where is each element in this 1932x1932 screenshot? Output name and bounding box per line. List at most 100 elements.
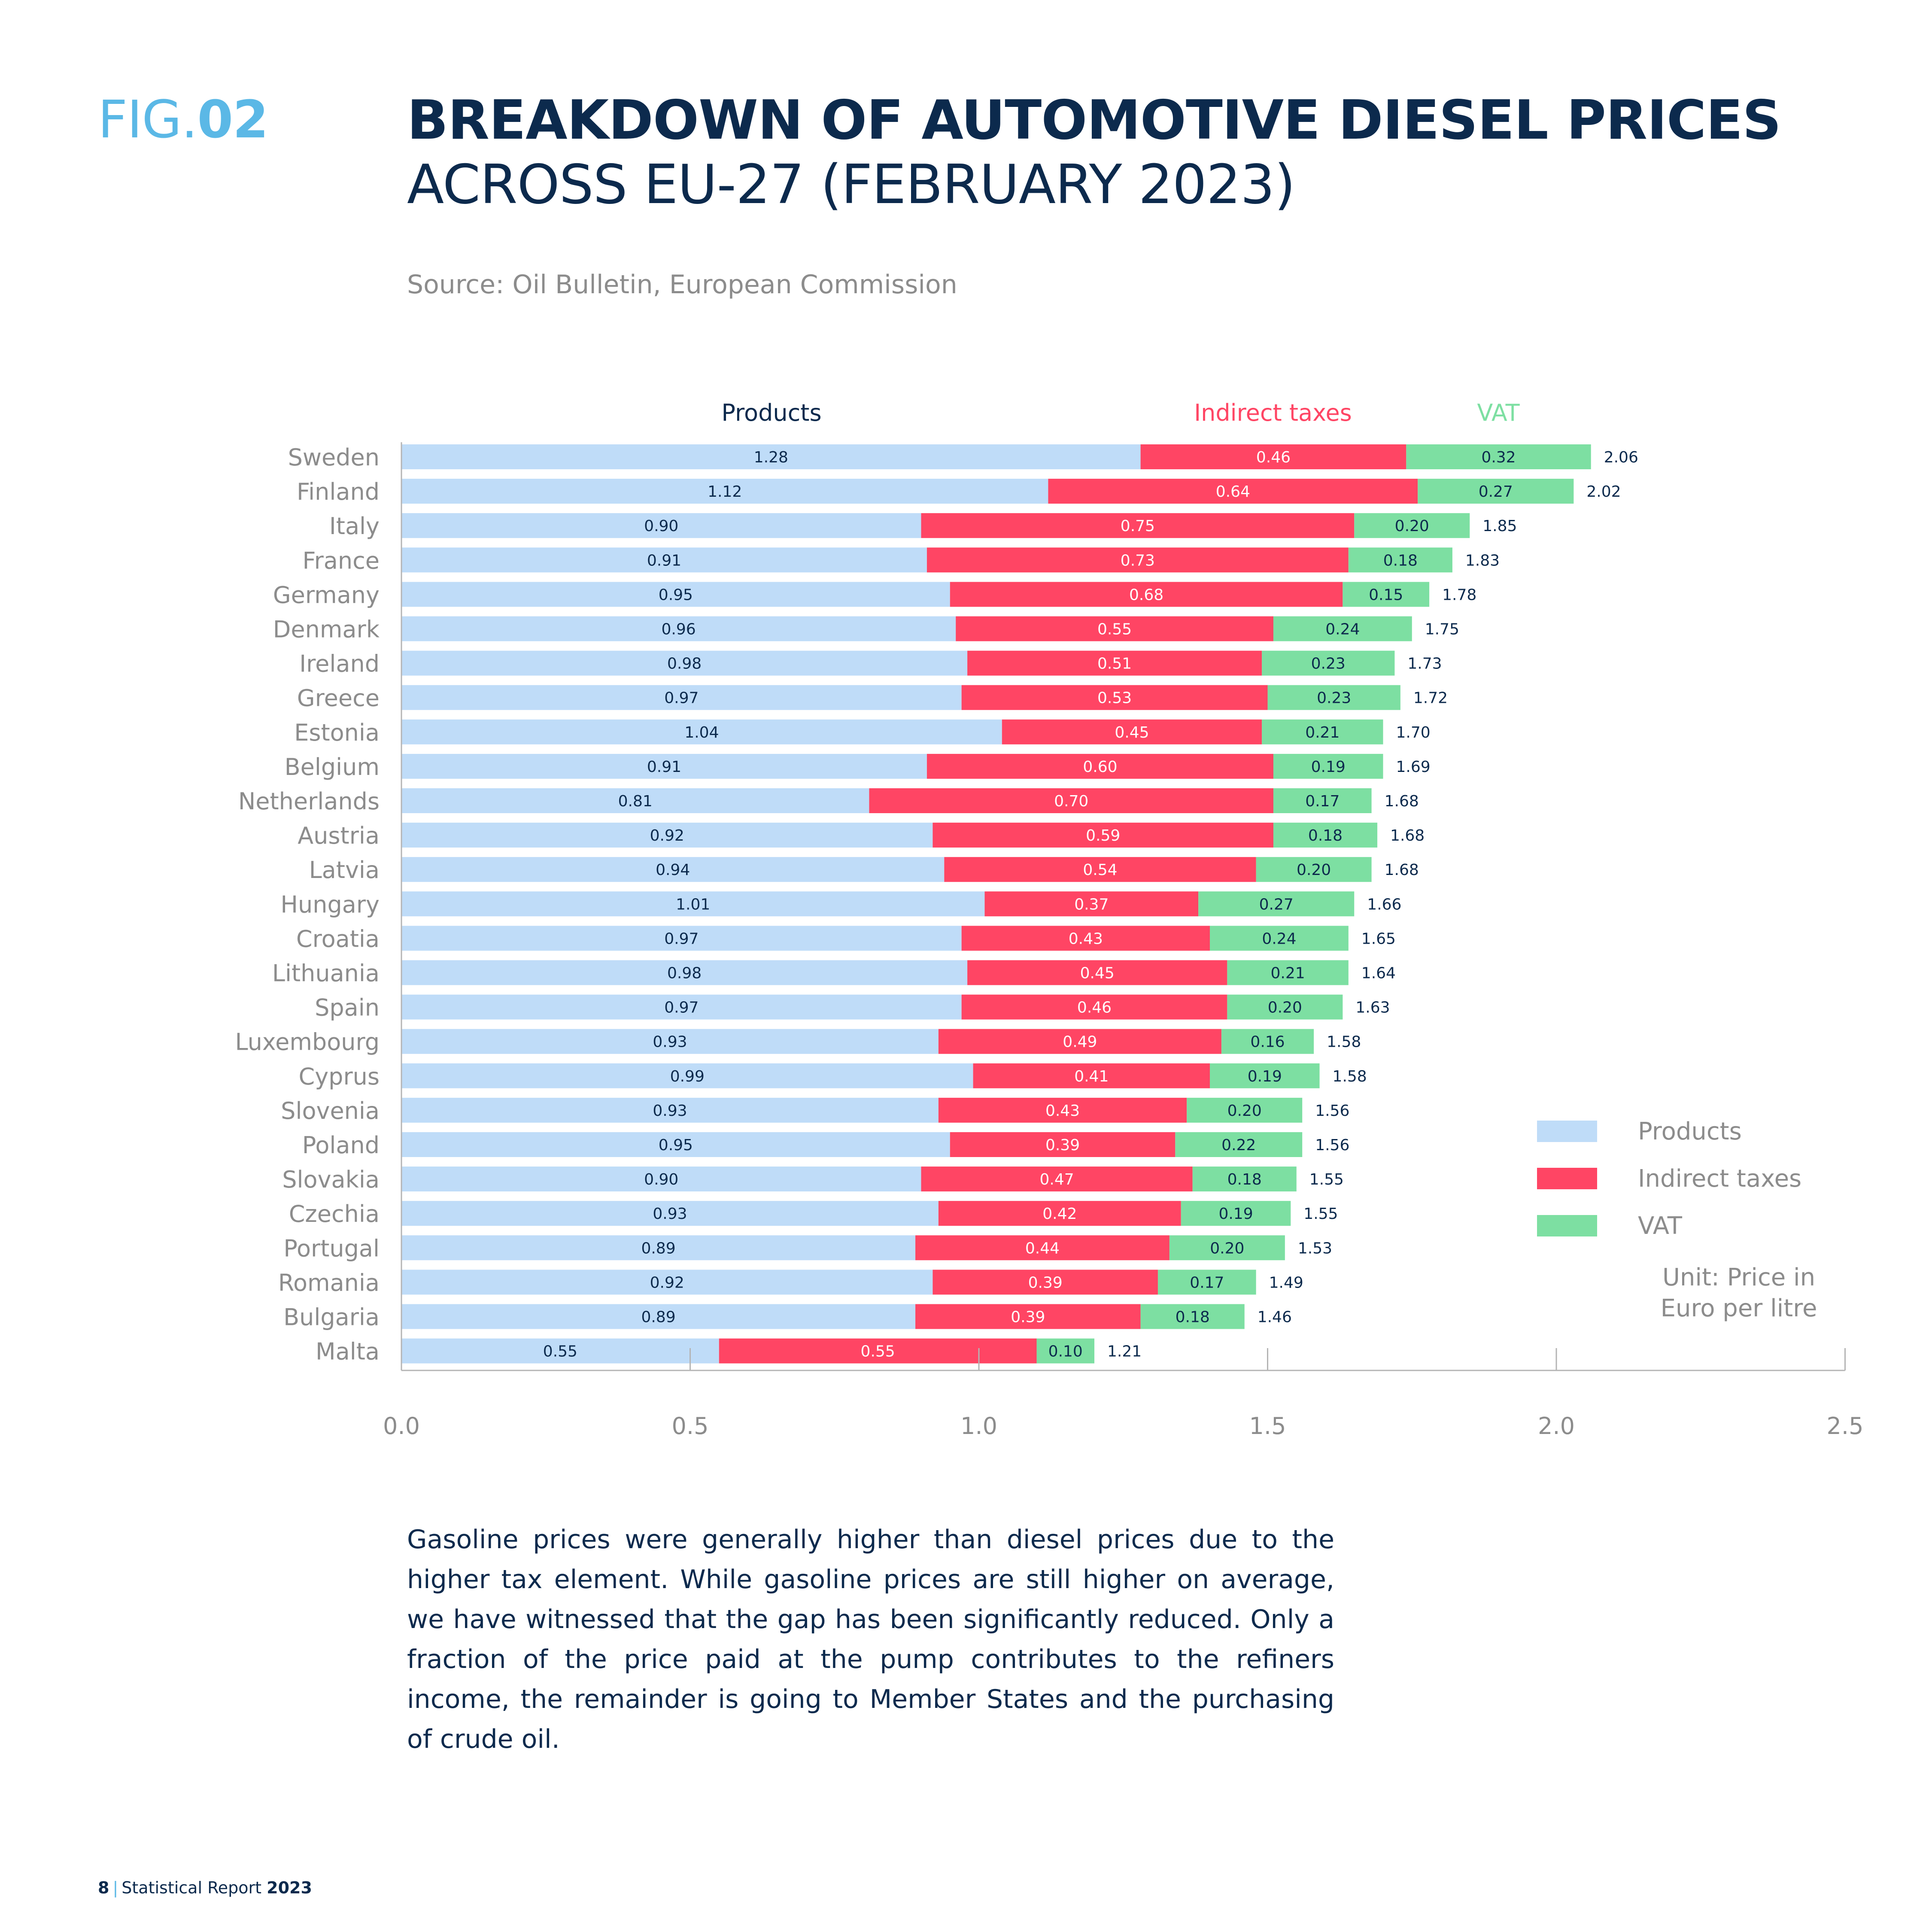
value-label-products-italy: 0.90 bbox=[644, 517, 678, 535]
bar-vat-austria bbox=[1273, 823, 1378, 848]
bar-products-portugal bbox=[401, 1235, 916, 1261]
x-tick-label-4: 2.0 bbox=[1538, 1413, 1575, 1440]
total-label-estonia: 1.70 bbox=[1396, 724, 1431, 741]
bar-vat-greece bbox=[1267, 685, 1400, 710]
value-label-indirect-taxes-luxembourg: 0.49 bbox=[1063, 1033, 1097, 1051]
value-label-indirect-taxes-hungary: 0.37 bbox=[1074, 896, 1109, 913]
bar-vat-cyprus bbox=[1210, 1063, 1320, 1088]
bar-vat-estonia bbox=[1262, 719, 1383, 744]
value-label-products-denmark: 0.96 bbox=[662, 621, 696, 638]
bar-vat-spain bbox=[1227, 994, 1343, 1020]
value-label-indirect-taxes-finland: 0.64 bbox=[1216, 483, 1250, 501]
bar-products-romania bbox=[401, 1270, 933, 1295]
bar-indirect-taxes-luxembourg bbox=[938, 1029, 1221, 1054]
value-label-products-france: 0.91 bbox=[647, 552, 681, 569]
report-name: Statistical Report bbox=[122, 1878, 262, 1897]
bar-products-luxembourg bbox=[401, 1029, 939, 1054]
value-label-products-sweden: 1.28 bbox=[754, 449, 788, 466]
value-label-vat-portugal: 0.20 bbox=[1210, 1239, 1244, 1257]
total-label-finland: 2.02 bbox=[1586, 483, 1621, 501]
category-label-spain: Spain bbox=[315, 994, 380, 1021]
value-label-products-malta: 0.55 bbox=[543, 1343, 577, 1361]
unit-note: Unit: Price in Euro per litre bbox=[1660, 1264, 1817, 1322]
total-label-luxembourg: 1.58 bbox=[1327, 1033, 1361, 1051]
category-label-slovakia: Slovakia bbox=[282, 1166, 380, 1193]
bar-indirect-taxes-sweden bbox=[1140, 444, 1406, 469]
chart-title: BREAKDOWN OF AUTOMOTIVE DIESEL PRICES AC… bbox=[407, 88, 1781, 217]
value-label-vat-slovenia: 0.20 bbox=[1227, 1102, 1262, 1120]
value-label-products-lithuania: 0.98 bbox=[667, 965, 702, 982]
value-label-products-slovakia: 0.90 bbox=[644, 1171, 678, 1188]
value-label-vat-france: 0.18 bbox=[1383, 552, 1418, 569]
category-label-romania: Romania bbox=[278, 1269, 380, 1296]
total-label-slovenia: 1.56 bbox=[1315, 1102, 1349, 1120]
total-label-belgium: 1.69 bbox=[1396, 758, 1431, 776]
value-label-indirect-taxes-slovenia: 0.43 bbox=[1045, 1102, 1080, 1120]
value-label-products-greece: 0.97 bbox=[664, 690, 699, 707]
category-label-italy: Italy bbox=[329, 513, 380, 540]
category-label-luxembourg: Luxembourg bbox=[235, 1029, 380, 1056]
category-label-lithuania: Lithuania bbox=[272, 960, 380, 987]
category-label-portugal: Portugal bbox=[283, 1235, 380, 1262]
value-label-vat-finland: 0.27 bbox=[1479, 483, 1513, 501]
total-label-croatia: 1.65 bbox=[1361, 930, 1396, 948]
value-label-products-croatia: 0.97 bbox=[664, 930, 699, 948]
total-label-czechia: 1.55 bbox=[1303, 1205, 1338, 1223]
legend-item-products: Products bbox=[1537, 1108, 1801, 1155]
total-label-cyprus: 1.58 bbox=[1333, 1068, 1367, 1085]
total-label-greece: 1.72 bbox=[1413, 690, 1448, 707]
value-label-indirect-taxes-spain: 0.46 bbox=[1077, 999, 1112, 1017]
bar-products-slovenia bbox=[401, 1097, 939, 1123]
x-tick-label-3: 1.5 bbox=[1249, 1413, 1286, 1440]
value-label-indirect-taxes-ireland: 0.51 bbox=[1097, 655, 1132, 673]
bar-indirect-taxes-greece bbox=[961, 685, 1268, 710]
total-label-ireland: 1.73 bbox=[1407, 655, 1442, 673]
bar-vat-ireland bbox=[1262, 650, 1395, 676]
bar-vat-belgium bbox=[1273, 753, 1383, 779]
category-label-croatia: Croatia bbox=[296, 925, 380, 952]
bar-vat-czechia bbox=[1181, 1201, 1291, 1226]
figure-number: 02 bbox=[197, 90, 269, 150]
value-label-products-belgium: 0.91 bbox=[647, 758, 681, 776]
value-label-products-finland: 1.12 bbox=[708, 483, 742, 501]
bar-products-sweden bbox=[401, 444, 1141, 469]
bar-indirect-taxes-austria bbox=[933, 823, 1273, 848]
total-label-hungary: 1.66 bbox=[1367, 896, 1401, 913]
category-label-belgium: Belgium bbox=[285, 753, 380, 781]
value-label-vat-italy: 0.20 bbox=[1395, 517, 1429, 535]
page-footer: 8 | Statistical Report 2023 bbox=[98, 1878, 312, 1897]
bar-products-czechia bbox=[401, 1201, 939, 1226]
category-label-ireland: Ireland bbox=[299, 650, 380, 677]
report-year: 2023 bbox=[267, 1878, 312, 1897]
bar-products-slovakia bbox=[401, 1166, 921, 1192]
legend-label-products: Products bbox=[1638, 1117, 1742, 1145]
value-label-vat-czechia: 0.19 bbox=[1218, 1205, 1253, 1223]
value-label-indirect-taxes-germany: 0.68 bbox=[1129, 586, 1163, 604]
value-label-indirect-taxes-latvia: 0.54 bbox=[1083, 861, 1117, 879]
bar-vat-luxembourg bbox=[1221, 1029, 1314, 1054]
category-label-greece: Greece bbox=[297, 685, 380, 712]
bar-products-italy bbox=[401, 513, 921, 538]
value-label-products-latvia: 0.94 bbox=[656, 861, 690, 879]
bar-vat-sweden bbox=[1406, 444, 1591, 469]
total-label-poland: 1.56 bbox=[1315, 1136, 1349, 1154]
value-label-vat-cyprus: 0.19 bbox=[1248, 1068, 1282, 1085]
bar-vat-france bbox=[1348, 547, 1452, 573]
legend-label-indirect-taxes: Indirect taxes bbox=[1638, 1164, 1802, 1193]
bar-products-germany bbox=[401, 582, 950, 607]
bar-vat-slovakia bbox=[1192, 1166, 1297, 1192]
value-label-products-ireland: 0.98 bbox=[667, 655, 702, 673]
value-label-vat-romania: 0.17 bbox=[1190, 1274, 1224, 1291]
total-label-latvia: 1.68 bbox=[1385, 861, 1419, 879]
value-label-indirect-taxes-poland: 0.39 bbox=[1045, 1136, 1080, 1154]
page-number: 8 bbox=[98, 1878, 109, 1897]
bar-indirect-taxes-malta bbox=[719, 1338, 1037, 1364]
bar-indirect-taxes-czechia bbox=[938, 1201, 1181, 1226]
bar-indirect-taxes-poland bbox=[950, 1132, 1176, 1157]
value-label-indirect-taxes-france: 0.73 bbox=[1121, 552, 1155, 569]
total-label-malta: 1.21 bbox=[1107, 1343, 1142, 1361]
bar-products-austria bbox=[401, 823, 933, 848]
legend-swatch-vat bbox=[1537, 1215, 1597, 1236]
bar-indirect-taxes-netherlands bbox=[869, 788, 1273, 813]
value-label-vat-estonia: 0.21 bbox=[1305, 724, 1340, 741]
